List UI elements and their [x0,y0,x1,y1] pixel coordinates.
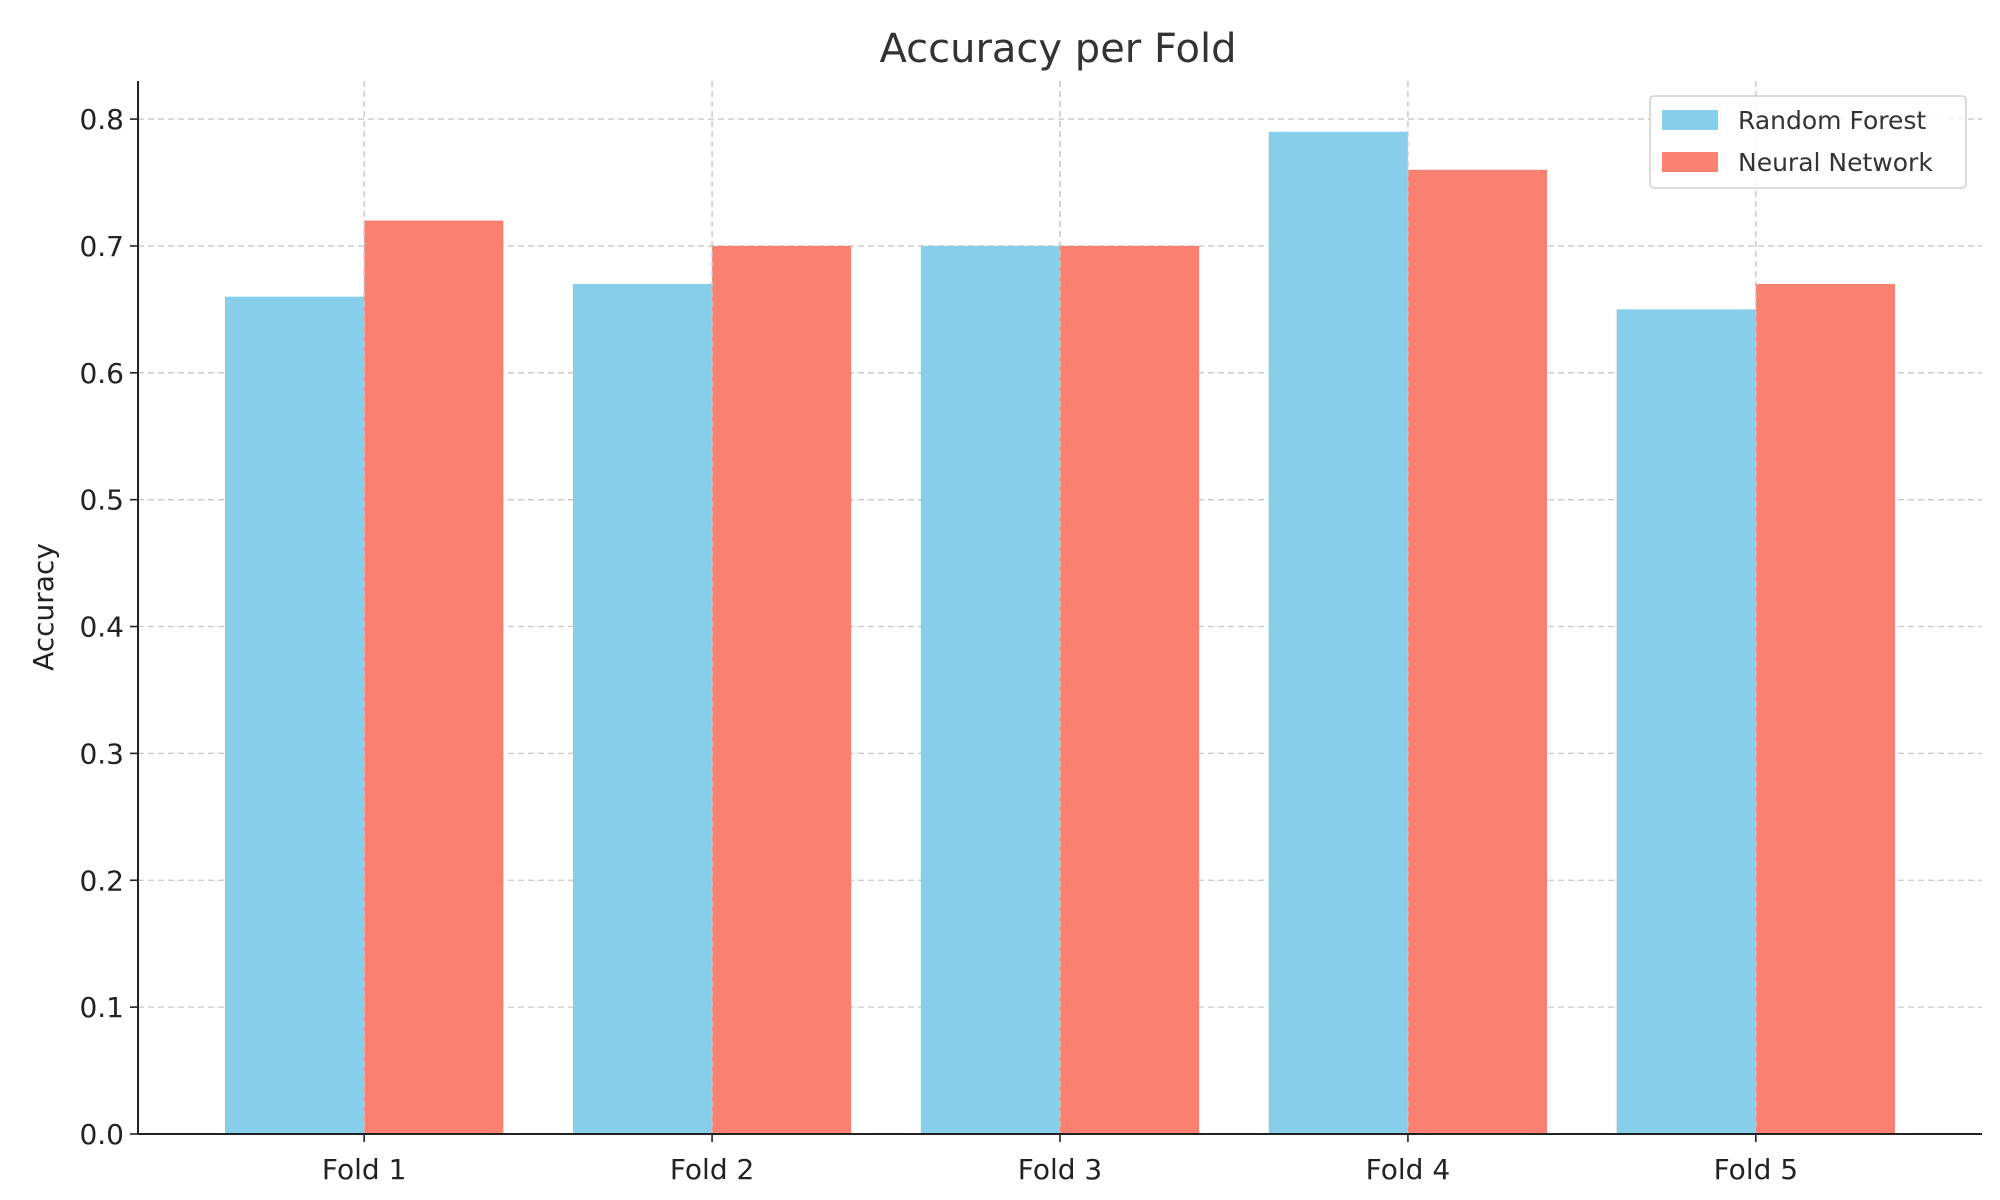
legend-label: Random Forest [1738,106,1926,135]
legend: Random Forest Neural Network [1649,95,1967,189]
x-tick-label: Fold 1 [322,1153,407,1186]
legend-swatch [1662,152,1718,172]
bar-neural-network-1 [364,220,504,1135]
x-tick-label: Fold 5 [1714,1153,1799,1186]
y-axis-label: Accuracy [27,543,60,671]
y-tick-label: 0.2 [79,864,124,897]
y-tick-label: 0.3 [79,737,124,770]
bar-random-forest-5 [1616,309,1756,1134]
bar-random-forest-1 [224,296,365,1135]
tick-labels: 0.0 0.1 0.2 0.3 0.4 0.5 0.6 0.7 0.8 Fold 1 Fold 2 F… [79,103,1798,1186]
x-tick-label: Fold 2 [670,1153,755,1186]
x-tick-label: Fold 3 [1018,1153,1103,1186]
bar-random-forest-4 [1268,131,1408,1134]
legend-swatch [1662,110,1718,130]
bar-neural-network-4 [1407,169,1548,1134]
y-tick-label: 0.8 [79,103,124,136]
chart-title: Accuracy per Fold [879,26,1236,72]
bars [224,81,1896,1135]
legend-label: Neural Network [1738,148,1933,177]
y-tick-label: 0.5 [79,484,124,517]
bar-neural-network-5 [1755,283,1896,1135]
x-tick-label: Fold 4 [1366,1153,1451,1186]
bar-random-forest-2 [572,283,713,1135]
axes [130,81,1982,1142]
y-tick-label: 0.4 [79,611,124,644]
y-tick-label: 0.7 [79,230,124,263]
legend-box [1649,95,1967,189]
y-tick-label: 0.6 [79,357,124,390]
y-tick-label: 0.0 [79,1118,124,1151]
bar-random-forest-3 [920,245,1060,1134]
bar-neural-network-2 [712,245,852,1134]
bar-neural-network-3 [1060,245,1200,1134]
y-tick-label: 0.1 [79,991,124,1024]
